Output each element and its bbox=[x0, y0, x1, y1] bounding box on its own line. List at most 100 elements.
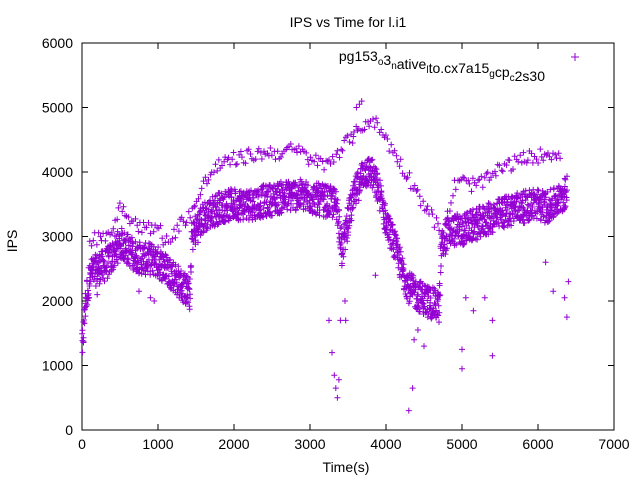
data-point bbox=[147, 262, 154, 269]
data-point bbox=[273, 202, 280, 209]
data-point bbox=[108, 229, 115, 236]
data-point bbox=[370, 116, 376, 123]
data-point bbox=[560, 199, 567, 206]
data-point bbox=[392, 232, 399, 239]
data-point bbox=[396, 244, 403, 251]
data-point bbox=[548, 156, 555, 163]
data-point bbox=[503, 210, 510, 217]
data-point-outlier bbox=[565, 278, 572, 285]
data-point bbox=[397, 248, 404, 255]
data-point-outlier bbox=[332, 385, 339, 392]
data-point bbox=[244, 203, 251, 209]
data-point bbox=[433, 308, 440, 315]
data-point bbox=[399, 255, 406, 262]
data-point bbox=[428, 206, 435, 213]
data-point bbox=[93, 241, 100, 248]
data-point bbox=[258, 156, 265, 162]
data-point bbox=[324, 192, 331, 199]
data-point bbox=[371, 124, 378, 131]
data-point bbox=[441, 241, 448, 248]
data-point bbox=[155, 244, 162, 251]
data-point bbox=[80, 338, 87, 345]
data-point bbox=[255, 193, 262, 200]
data-point bbox=[198, 185, 205, 192]
data-point-outlier bbox=[147, 294, 154, 301]
data-point-outlier bbox=[334, 394, 341, 401]
data-point bbox=[354, 169, 361, 176]
x-axis-label: Time(s) bbox=[323, 459, 370, 475]
data-point bbox=[548, 207, 555, 214]
data-point bbox=[93, 255, 100, 262]
data-point bbox=[333, 200, 340, 207]
data-point bbox=[334, 197, 341, 203]
data-point bbox=[110, 247, 117, 254]
data-point bbox=[183, 298, 190, 305]
data-point bbox=[387, 215, 393, 222]
data-point bbox=[163, 233, 170, 239]
data-point bbox=[524, 201, 531, 208]
data-point bbox=[453, 241, 460, 248]
data-point bbox=[480, 223, 486, 230]
data-point bbox=[221, 158, 228, 165]
data-point bbox=[195, 239, 201, 246]
data-point bbox=[111, 262, 118, 269]
data-point bbox=[95, 229, 102, 236]
data-point bbox=[544, 188, 551, 195]
data-point bbox=[528, 150, 535, 157]
data-point bbox=[188, 263, 195, 270]
data-point bbox=[324, 158, 331, 165]
data-point bbox=[521, 219, 528, 226]
data-point bbox=[165, 273, 172, 280]
data-point bbox=[393, 152, 400, 159]
data-point bbox=[159, 235, 166, 242]
data-point bbox=[272, 156, 279, 163]
data-point bbox=[557, 155, 564, 162]
data-point bbox=[122, 212, 128, 219]
data-point bbox=[295, 143, 302, 150]
data-point bbox=[564, 187, 570, 194]
data-point bbox=[84, 287, 91, 294]
data-point bbox=[228, 187, 235, 194]
data-point bbox=[79, 349, 86, 356]
data-point bbox=[204, 221, 211, 228]
data-point bbox=[373, 166, 380, 173]
data-point bbox=[414, 186, 421, 193]
data-point bbox=[229, 156, 236, 163]
data-point bbox=[372, 165, 379, 172]
data-point bbox=[361, 126, 368, 133]
data-point bbox=[350, 204, 357, 211]
data-point bbox=[520, 149, 527, 156]
data-point bbox=[248, 187, 254, 194]
data-point bbox=[124, 231, 131, 238]
y-tick-label: 5000 bbox=[42, 100, 73, 116]
data-point bbox=[237, 148, 244, 155]
data-point bbox=[244, 147, 251, 154]
data-point bbox=[240, 216, 247, 223]
data-point bbox=[269, 212, 276, 219]
data-point bbox=[234, 161, 240, 167]
x-tick-label: 6000 bbox=[522, 436, 553, 452]
data-point bbox=[170, 281, 177, 288]
data-point bbox=[261, 148, 267, 155]
data-point bbox=[435, 312, 442, 319]
y-tick-label: 4000 bbox=[42, 164, 73, 180]
data-point bbox=[301, 184, 308, 191]
legend-label: pg153o3nativelto.cx7a15gcpc2s30 bbox=[339, 48, 545, 84]
data-point bbox=[327, 160, 334, 167]
data-point bbox=[442, 251, 449, 258]
data-point bbox=[329, 190, 336, 197]
x-tick-label: 3000 bbox=[294, 436, 325, 452]
data-point bbox=[349, 140, 356, 146]
data-point bbox=[147, 230, 154, 237]
data-point bbox=[438, 231, 445, 238]
data-point bbox=[511, 153, 518, 160]
data-point bbox=[429, 211, 436, 218]
data-point bbox=[115, 204, 122, 211]
data-point bbox=[344, 132, 351, 139]
data-point bbox=[193, 217, 200, 223]
data-point bbox=[364, 179, 371, 185]
data-point bbox=[311, 158, 318, 165]
data-point bbox=[192, 202, 198, 209]
data-point bbox=[314, 162, 321, 169]
data-point bbox=[537, 217, 544, 224]
